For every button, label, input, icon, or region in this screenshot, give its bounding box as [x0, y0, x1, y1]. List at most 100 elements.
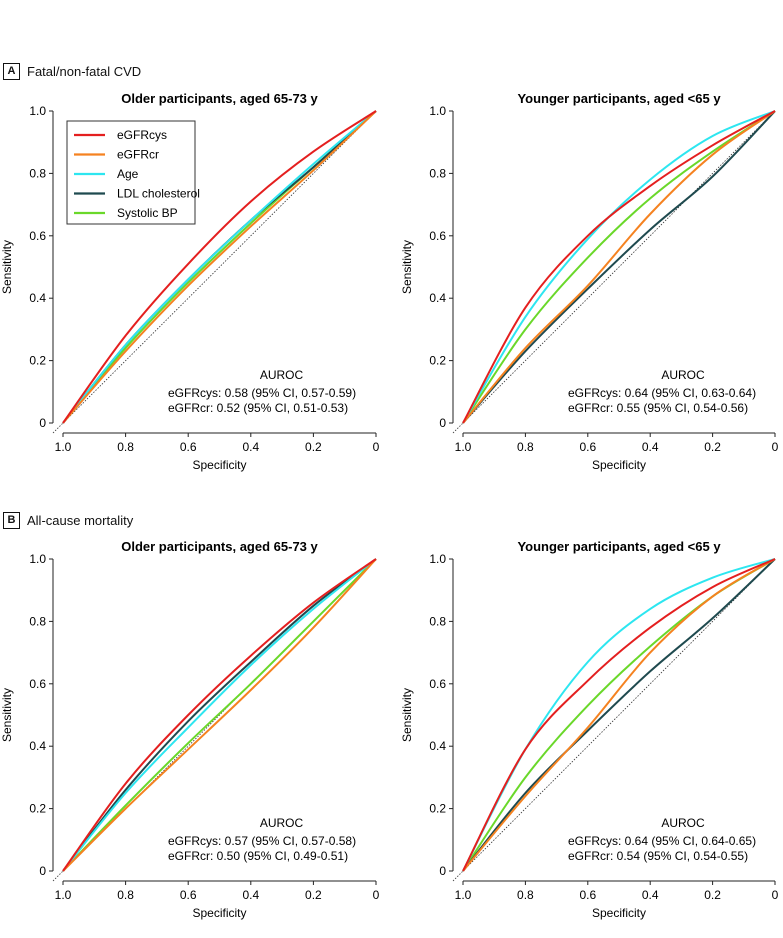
roc-line-egfrcr	[462, 558, 776, 872]
roc-line-egfrcr	[462, 110, 776, 424]
auroc-line: eGFRcys: 0.57 (95% CI, 0.57-0.58)	[168, 834, 356, 848]
y-axis-label: Sensitivity	[400, 688, 414, 742]
auroc-line: eGFRcr: 0.50 (95% CI, 0.49-0.51)	[168, 849, 348, 863]
y-tick-label: 0.6	[29, 229, 46, 243]
y-tick-label: 0	[39, 416, 46, 430]
auroc-line: eGFRcr: 0.52 (95% CI, 0.51-0.53)	[168, 401, 348, 415]
chart-title: Younger participants, aged <65 y	[517, 539, 721, 554]
reference-diagonal	[452, 558, 776, 882]
roc-line-egfrcys	[62, 110, 377, 424]
legend-label: eGFRcys	[117, 128, 167, 142]
x-tick-label: 0.8	[517, 888, 534, 902]
panel-b-letter: B	[3, 512, 20, 529]
x-tick-label: 1.0	[55, 888, 72, 902]
x-tick-label: 0.8	[117, 888, 134, 902]
x-tick-label: 0	[373, 888, 380, 902]
x-tick-label: 0.6	[180, 440, 197, 454]
auroc-heading: AUROC	[260, 368, 304, 382]
x-tick-label: 0.2	[704, 888, 721, 902]
panel-a-letter: A	[3, 63, 20, 80]
roc-line-systolic-bp	[462, 110, 776, 424]
x-tick-label: 0	[373, 440, 380, 454]
chart-title: Older participants, aged 65-73 y	[121, 91, 318, 106]
x-tick-label: 1.0	[55, 440, 72, 454]
x-axis-label: Specificity	[192, 906, 246, 920]
roc-line-egfrcys	[462, 110, 776, 424]
reference-diagonal	[52, 110, 377, 434]
y-tick-label: 0.4	[29, 739, 46, 753]
roc-chart-3: Older participants, aged 65-73 y 0 0.2 0.4 0…	[0, 539, 380, 920]
y-tick-label: 1.0	[429, 104, 446, 118]
y-tick-label: 0.4	[29, 291, 46, 305]
y-tick-label: 0.6	[429, 229, 446, 243]
reference-diagonal	[452, 110, 776, 434]
x-tick-label: 0.6	[180, 888, 197, 902]
roc-chart-2: Younger participants, aged <65 y 0 0.2 0.4 0…	[400, 91, 779, 472]
legend-label: eGFRcr	[117, 148, 159, 162]
panel-b-header: B All-cause mortality	[3, 512, 133, 529]
y-tick-label: 1.0	[429, 552, 446, 566]
y-tick-label: 0.8	[29, 166, 46, 180]
legend-label: LDL cholesterol	[117, 187, 200, 201]
x-tick-label: 0	[772, 440, 779, 454]
auroc-line: eGFRcr: 0.54 (95% CI, 0.54-0.55)	[568, 849, 748, 863]
x-tick-label: 0.2	[704, 440, 721, 454]
x-tick-label: 0.6	[579, 440, 596, 454]
panel-a-header: A Fatal/non-fatal CVD	[3, 63, 141, 80]
roc-line-ldl-cholesterol	[462, 110, 776, 424]
roc-line-ldl-cholesterol	[62, 558, 377, 872]
legend-label: Age	[117, 167, 139, 181]
y-tick-label: 0	[39, 864, 46, 878]
roc-line-egfrcr	[62, 558, 377, 872]
legend-box	[66, 120, 196, 225]
roc-line-egfrcys	[62, 558, 377, 872]
y-tick-label: 0.4	[429, 291, 446, 305]
x-tick-label: 0.4	[242, 888, 259, 902]
y-tick-label: 0	[439, 864, 446, 878]
chart-title: Older participants, aged 65-73 y	[121, 539, 318, 554]
x-tick-label: 0.8	[517, 440, 534, 454]
y-axis-label: Sensitivity	[0, 688, 14, 742]
chart-title: Younger participants, aged <65 y	[517, 91, 721, 106]
roc-line-egfrcys	[462, 558, 776, 872]
x-tick-label: 0.6	[579, 888, 596, 902]
y-tick-label: 0	[439, 416, 446, 430]
legend-label: Systolic BP	[117, 206, 178, 220]
y-axis-label: Sensitivity	[400, 240, 414, 294]
x-tick-label: 0.2	[305, 888, 322, 902]
y-tick-label: 0.2	[429, 354, 446, 368]
panel-b-title: All-cause mortality	[27, 513, 134, 528]
auroc-line: eGFRcys: 0.64 (95% CI, 0.63-0.64)	[568, 386, 756, 400]
x-axis-label: Specificity	[592, 458, 646, 472]
auroc-heading: AUROC	[661, 816, 705, 830]
x-tick-label: 1.0	[455, 888, 472, 902]
roc-line-age	[62, 110, 377, 424]
auroc-heading: AUROC	[661, 368, 705, 382]
roc-line-egfrcr	[62, 110, 377, 424]
y-tick-label: 0.2	[29, 802, 46, 816]
y-tick-label: 0.2	[29, 354, 46, 368]
x-tick-label: 0.4	[242, 440, 259, 454]
x-tick-label: 0.4	[642, 440, 659, 454]
y-tick-label: 0.2	[429, 802, 446, 816]
y-tick-label: 0.6	[429, 677, 446, 691]
y-axis-label: Sensitivity	[0, 240, 14, 294]
y-tick-label: 0.8	[429, 614, 446, 628]
x-tick-label: 0	[772, 888, 779, 902]
auroc-line: eGFRcys: 0.64 (95% CI, 0.64-0.65)	[568, 834, 756, 848]
y-tick-label: 1.0	[29, 104, 46, 118]
y-tick-label: 1.0	[29, 552, 46, 566]
auroc-heading: AUROC	[260, 816, 304, 830]
auroc-line: eGFRcr: 0.55 (95% CI, 0.54-0.56)	[568, 401, 748, 415]
y-tick-label: 0.8	[429, 166, 446, 180]
roc-line-age	[62, 558, 377, 872]
roc-chart-4: Younger participants, aged <65 y 0 0.2 0.4 0…	[400, 539, 779, 920]
x-tick-label: 1.0	[455, 440, 472, 454]
x-tick-label: 0.2	[305, 440, 322, 454]
x-axis-label: Specificity	[192, 458, 246, 472]
panel-a-title: Fatal/non-fatal CVD	[27, 64, 142, 79]
x-axis-label: Specificity	[592, 906, 646, 920]
x-tick-label: 0.4	[642, 888, 659, 902]
auroc-line: eGFRcys: 0.58 (95% CI, 0.57-0.59)	[168, 386, 356, 400]
